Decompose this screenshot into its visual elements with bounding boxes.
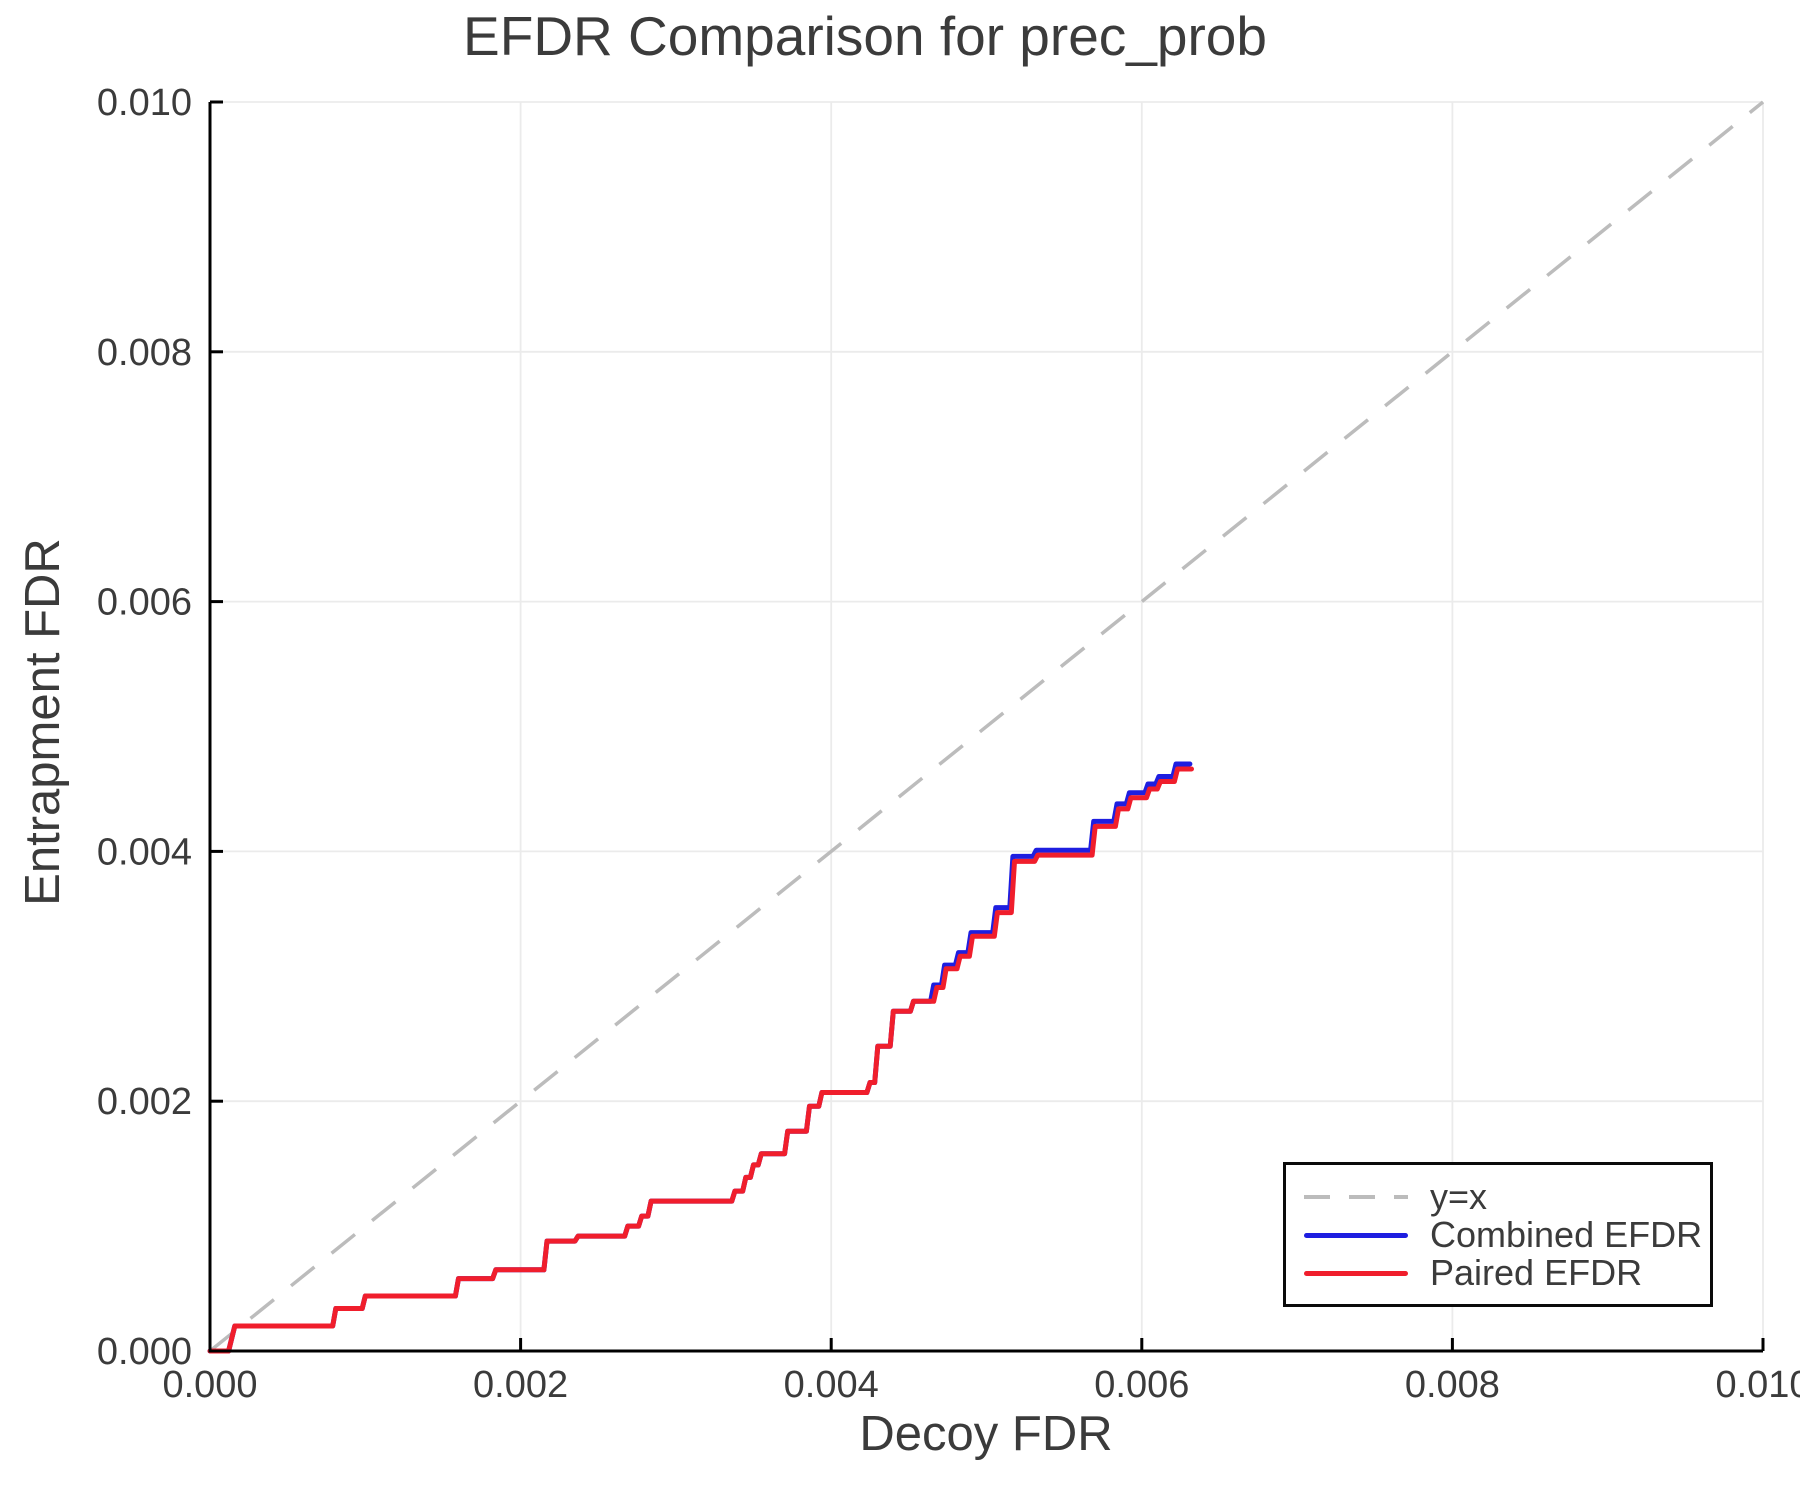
legend-line-sample-blue [1304, 1232, 1408, 1238]
x-tick-label: 0.006 [1094, 1364, 1189, 1406]
y-axis-label: Entrapment FDR [16, 538, 70, 906]
y-tick-label: 0.010 [97, 82, 192, 124]
legend-item-paired-efdr: Paired EFDR [1304, 1254, 1710, 1292]
x-tick-label: 0.004 [784, 1364, 879, 1406]
x-tick-label: 0.010 [1715, 1364, 1800, 1406]
series-line-paired-efdr [207, 766, 1194, 1354]
series-line-y-x [208, 100, 1765, 1353]
legend-line-sample-red [1304, 1270, 1408, 1276]
legend-label: y=x [1430, 1176, 1488, 1217]
y-tick-label: 0.008 [97, 332, 192, 374]
y-tick-label: 0.000 [97, 1331, 192, 1373]
axes [208, 102, 1763, 1353]
legend-label: Combined EFDR [1430, 1214, 1703, 1255]
legend-label: Paired EFDR [1430, 1252, 1643, 1293]
tick-marks [208, 100, 1765, 1353]
y-tick-label: 0.002 [97, 1081, 192, 1123]
x-tick-label: 0.002 [473, 1364, 568, 1406]
x-tick-label: 0.000 [162, 1364, 257, 1406]
chart-title: EFDR Comparison for prec_prob [463, 5, 1267, 67]
legend: y=x Combined EFDR Paired EFDR [1283, 1162, 1713, 1307]
y-tick-labels: 0.000 0.002 0.004 0.006 0.008 0.010 [97, 82, 192, 1373]
legend-line-sample-dashed [1304, 1195, 1408, 1199]
legend-item-combined-efdr: Combined EFDR [1304, 1216, 1710, 1254]
legend-item-yx: y=x [1304, 1178, 1710, 1216]
x-axis-label: Decoy FDR [859, 1407, 1113, 1461]
x-tick-label: 0.008 [1405, 1364, 1500, 1406]
y-tick-label: 0.004 [97, 831, 192, 873]
y-tick-label: 0.006 [97, 582, 192, 624]
x-tick-labels: 0.000 0.002 0.004 0.006 0.008 0.010 [162, 1364, 1800, 1406]
